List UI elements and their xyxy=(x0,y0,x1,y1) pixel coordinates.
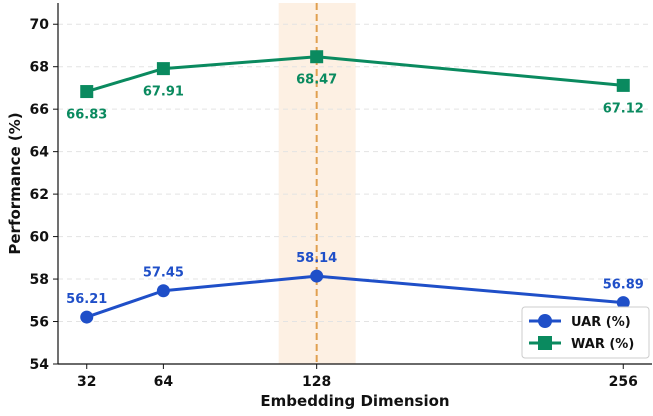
war-data-label: 68.47 xyxy=(296,73,337,88)
x-tick-label: 128 xyxy=(302,374,331,390)
x-tick-label: 256 xyxy=(609,374,638,390)
y-tick-label: 56 xyxy=(30,315,49,331)
x-axis-title: Embedding Dimension xyxy=(260,392,449,410)
uar-point xyxy=(616,296,630,310)
war-point xyxy=(310,50,324,64)
legend-war-label: WAR (%) xyxy=(571,337,634,352)
legend-uar-label: UAR (%) xyxy=(571,315,631,330)
uar-data-label: 56.89 xyxy=(603,278,644,293)
legend-uar-marker xyxy=(538,314,552,328)
series-layer xyxy=(80,50,630,324)
y-tick-label: 70 xyxy=(30,17,50,33)
war-data-label: 66.83 xyxy=(66,108,107,123)
x-tick-label: 64 xyxy=(154,374,174,390)
war-line xyxy=(86,55,624,93)
y-tick-label: 54 xyxy=(30,357,50,373)
y-tick-label: 68 xyxy=(30,60,49,76)
y-tick-label: 62 xyxy=(30,187,49,203)
axes-layer xyxy=(57,3,652,365)
data-label-layer: 56.21 57.45 58.14 56.89 66.83 67.91 68.47 67.12 xyxy=(66,73,644,307)
war-data-label: 67.12 xyxy=(603,101,644,116)
uar-data-label: 58.14 xyxy=(296,251,337,266)
x-tick-label: 32 xyxy=(77,374,96,390)
war-point xyxy=(616,78,630,92)
uar-line xyxy=(86,274,624,319)
uar-point xyxy=(156,284,170,298)
legend: UAR (%) WAR (%) xyxy=(521,306,650,359)
uar-data-label: 56.21 xyxy=(66,292,107,307)
y-tick-label: 66 xyxy=(30,102,49,118)
y-tick-label: 60 xyxy=(30,230,50,246)
uar-point xyxy=(310,269,324,283)
y-tick-label: 58 xyxy=(30,272,49,288)
legend-war-marker xyxy=(538,336,552,350)
tick-layer: 54 56 58 60 62 64 66 68 70 32 64 128 256 xyxy=(30,17,638,390)
y-axis-title: Performance (%) xyxy=(6,112,24,254)
war-data-label: 67.91 xyxy=(143,85,184,100)
war-point xyxy=(156,62,170,76)
uar-data-label: 57.45 xyxy=(143,266,184,281)
y-tick-label: 64 xyxy=(30,145,50,161)
uar-point xyxy=(80,310,94,324)
war-point xyxy=(80,85,94,99)
